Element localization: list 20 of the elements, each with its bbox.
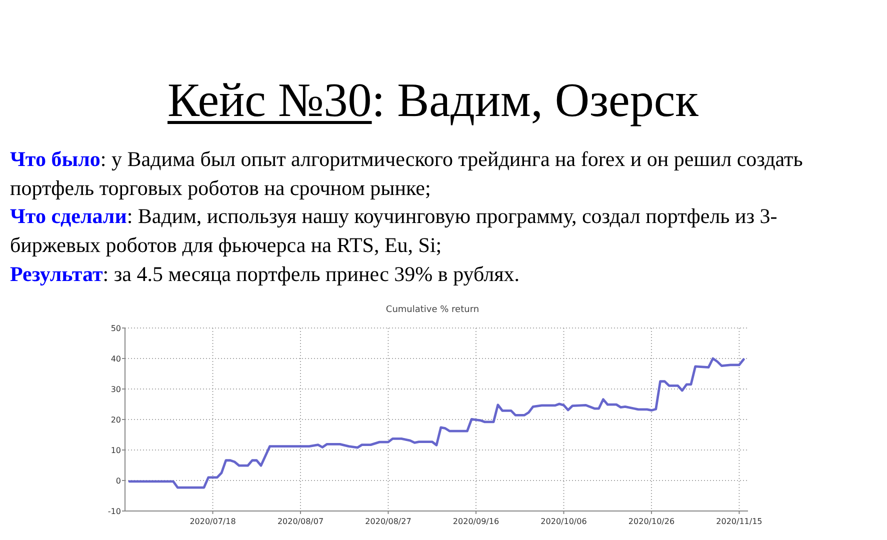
x-tick-label: 2020/08/07 bbox=[277, 517, 324, 526]
y-tick-label: 40 bbox=[110, 354, 121, 364]
x-tick-label: 2020/07/18 bbox=[190, 517, 236, 526]
chart-title: Кейс №30: Вадим, Озерск bbox=[168, 74, 698, 127]
y-tick-label: 20 bbox=[110, 416, 121, 424]
line-series bbox=[128, 357, 745, 489]
x-tick-label: 2020/10/26 bbox=[628, 517, 675, 526]
text: Что сделали: Вадим, используя нашу коучинговую программу, создал портфель из 3- биржевых роботов для фьючерса на RTS, Eu, Si; bbox=[10, 204, 778, 258]
y-tick-label: 50 bbox=[110, 324, 121, 333]
x-tick-label: 2020/08/27 bbox=[365, 517, 412, 526]
x-tick-label: 2020/10/06 bbox=[540, 517, 587, 526]
x-tick-label: 2020/09/16 bbox=[452, 517, 500, 526]
y-tick-label: -10 bbox=[108, 507, 121, 516]
y-tick-label: 30 bbox=[110, 385, 121, 394]
y-tick-label: 10 bbox=[110, 446, 121, 455]
x-tick-label: 2020/11/15 bbox=[716, 517, 762, 526]
text: Результат: за 4.5 месяца портфель принес 39% в рублях. bbox=[10, 262, 520, 286]
text: Что было: у Вадима был опыт алгоритмического трейдинга на forex и он решил создать портфель торговых роботов на срочном рынке; bbox=[10, 147, 803, 200]
chart-subtitle: Cumulative % return bbox=[386, 305, 480, 315]
y-tick-label: 0 bbox=[116, 476, 121, 486]
